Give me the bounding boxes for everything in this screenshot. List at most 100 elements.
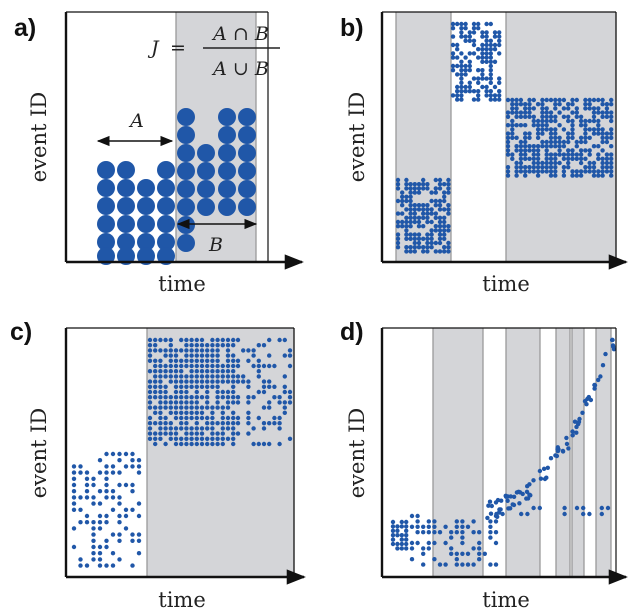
event-dot [231,384,236,389]
event-dot [282,389,287,395]
event-dot [194,389,199,395]
event-dot [97,215,115,233]
event-dot [241,374,246,379]
event-dot [415,524,420,529]
event-dot [123,482,129,488]
event-dot [137,233,155,251]
event-dot [514,490,520,495]
event-dot [409,540,415,546]
event-dot [136,470,142,475]
event-dot [561,144,567,149]
event-dot [489,503,494,509]
panel-b: b) time event ID [340,11,628,296]
event-dot [578,118,584,124]
event-dot [553,453,558,458]
event-dot [168,395,173,400]
window-4 [572,328,584,577]
event-dot [578,123,584,128]
event-dot [531,169,536,174]
event-dot [480,51,485,56]
event-dot [153,395,158,400]
event-dot [570,148,575,153]
event-dot [404,524,409,529]
event-dot [71,526,77,531]
event-dot [455,21,460,27]
event-dot [194,441,199,447]
event-dot [416,245,422,250]
event-dot [189,348,194,353]
event-dot [199,395,205,400]
event-dot [484,34,489,39]
event-dot [246,358,251,363]
event-dot [390,519,396,525]
event-dot [71,495,77,500]
event-dot [437,186,443,191]
event-dot [238,198,256,216]
event-dot [91,538,96,543]
event-dot [404,232,409,237]
event-dot [110,451,116,457]
event-dot [604,106,610,111]
event-dot [527,482,532,487]
event-dot [235,337,241,343]
event-dot [210,343,215,348]
formula-numerator: A ∩ B [211,23,269,45]
event-dot [158,384,163,389]
event-dot [544,139,549,145]
event-dot [540,144,545,149]
event-dot [488,38,493,43]
event-dot [442,182,447,187]
event-dot [267,337,272,343]
event-dot [412,182,417,187]
event-dot [173,410,179,415]
event-dot [179,415,184,421]
event-dot [404,224,409,229]
event-dot [477,530,482,535]
event-dot [566,118,571,124]
event-dot [173,405,179,410]
event-dot [390,537,396,542]
event-dot [189,358,194,363]
event-dot [604,102,610,107]
event-dot [596,169,601,174]
event-dot [578,169,584,174]
event-dot [184,395,189,400]
event-dot [488,47,493,52]
event-dot [91,476,96,481]
event-dot [487,499,493,504]
event-dot [488,42,493,48]
event-dot [205,343,210,348]
event-dot [450,34,456,39]
event-dot [199,343,205,348]
event-dot [147,358,153,363]
event-dot [514,144,519,149]
event-dot [225,421,231,426]
event-dot [600,131,605,136]
event-dot [173,374,179,379]
event-dot [527,165,532,170]
event-dot [400,219,405,225]
event-dot [177,180,195,198]
event-dot [104,482,109,488]
event-dot [189,426,194,431]
event-dot [585,396,590,402]
event-dot [225,436,231,441]
event-dot [570,173,575,178]
event-dot [210,369,215,374]
x-axis-label-a: time [158,272,206,296]
event-dot [395,182,401,187]
event-dot [210,410,215,415]
event-dot [488,59,493,64]
event-dot [493,530,499,535]
event-dot [433,203,438,208]
event-dot [84,476,90,481]
event-dot [158,426,163,431]
bracket-a: A [96,110,174,147]
event-dot [246,395,251,400]
event-dot [395,219,401,225]
event-dot [153,337,158,343]
event-dot [287,395,293,400]
event-dot [205,348,210,353]
event-dot [282,410,287,415]
event-dot [173,441,179,447]
